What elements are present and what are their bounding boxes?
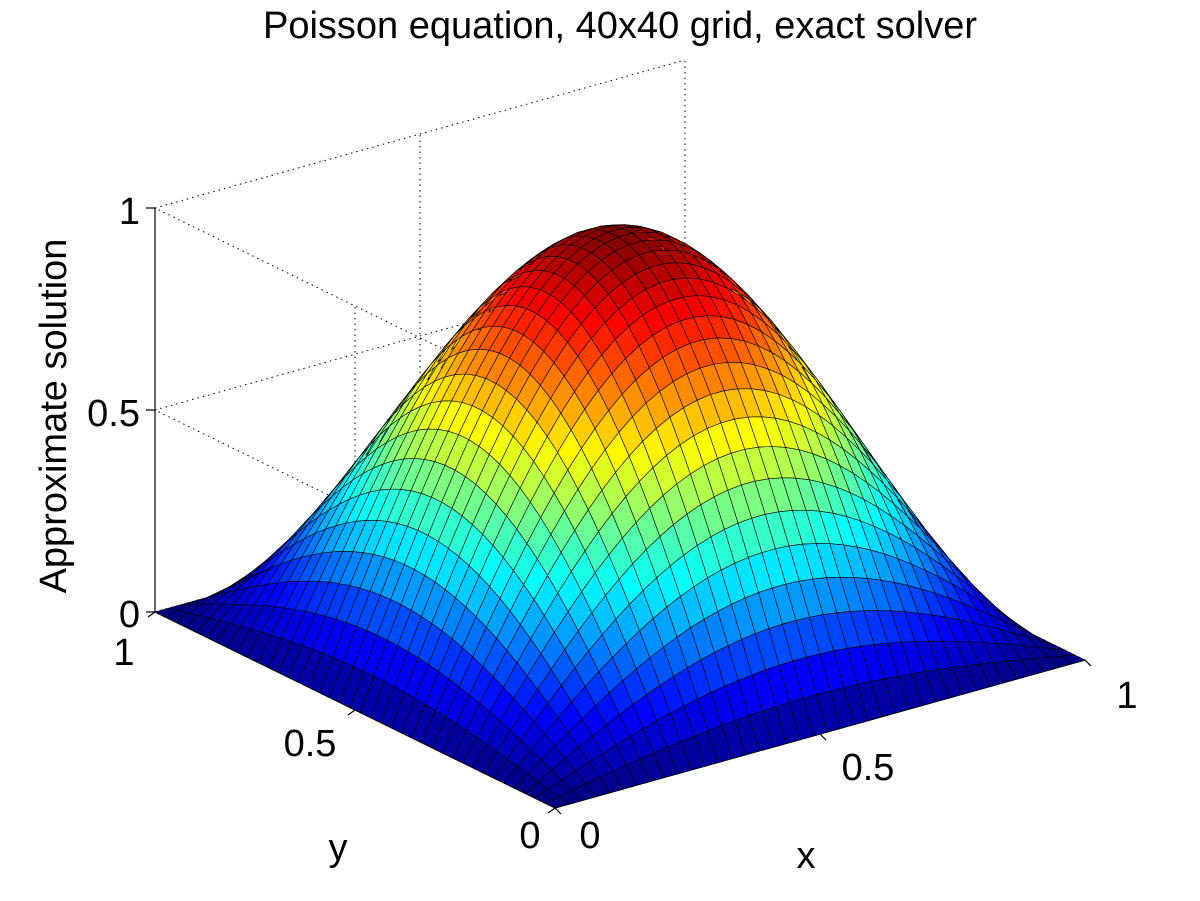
x-tick-label-1: 1: [1116, 675, 1137, 717]
z-tick-label-0: 0: [119, 594, 140, 636]
grid-line-z-right-2: [154, 59, 686, 209]
x-tick-mark-1: [819, 733, 827, 741]
surface-layer: [154, 224, 1086, 809]
x-tick-mark-0: [554, 807, 562, 815]
z-tick-label-1: 1: [119, 191, 140, 233]
x-tick-label-0.5: 0.5: [842, 747, 895, 789]
y-tick-label-1: 1: [113, 632, 134, 674]
ticks-layer: 0 0.5 1 0 0.5 1 0 0.5 1: [87, 191, 1137, 857]
surface-patch: [1060, 654, 1086, 665]
chart-title: Poisson equation, 40x40 grid, exact solv…: [263, 5, 977, 47]
grid-line-z-right-1: [154, 261, 686, 411]
y-tick-label-0: 0: [519, 815, 540, 857]
y-tick-mark-1: [347, 709, 356, 716]
z-axis-label: Approximate solution: [33, 239, 75, 594]
y-tick-mark-2: [147, 611, 156, 618]
x-tick-mark-2: [1084, 659, 1092, 667]
x-axis-label: x: [797, 835, 816, 877]
y-tick-label-0.5: 0.5: [284, 723, 337, 765]
y-axis-label: y: [329, 827, 348, 869]
y-tick-mark-0: [547, 807, 556, 814]
z-tick-label-0.5: 0.5: [87, 393, 140, 435]
x-tick-label-0: 0: [579, 815, 600, 857]
